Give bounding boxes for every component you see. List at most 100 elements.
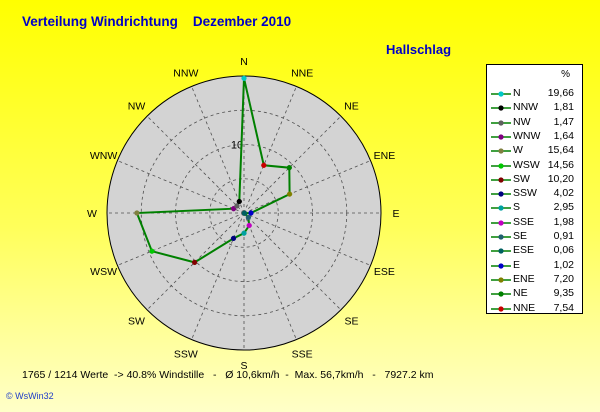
software-credit: © WsWin32	[6, 391, 54, 401]
legend-label: NNW	[513, 101, 539, 114]
legend-swatch	[491, 148, 511, 154]
legend-item: NNW 1,81	[487, 101, 582, 115]
data-point-wsw	[149, 248, 155, 254]
data-point-nne	[261, 162, 267, 168]
legend-unit: %	[561, 69, 570, 80]
spoke-nnw	[191, 86, 245, 214]
statistics-line: 1765 / 1214 Werte -> 40.8% Windstille - …	[22, 369, 434, 381]
compass-label-sse: SSE	[292, 348, 313, 360]
legend-item: ENE 7,20	[487, 273, 582, 287]
data-point-ssw	[230, 235, 237, 242]
legend-swatch	[491, 277, 511, 283]
legend-item: SSW 4,02	[487, 187, 582, 201]
legend-label: SSW	[513, 187, 537, 200]
spoke-sse	[243, 212, 297, 340]
legend-value: 1,98	[553, 215, 574, 228]
legend-label: N	[513, 87, 521, 99]
legend-item: S 2,95	[487, 201, 582, 215]
data-point-w	[134, 210, 140, 216]
data-point-s	[241, 230, 247, 236]
legend-item: SSE 1,98	[487, 216, 582, 230]
legend-swatch	[491, 119, 511, 126]
legend-swatch	[491, 305, 511, 312]
legend-item: NNE 7,54	[487, 302, 582, 316]
legend-label: W	[513, 144, 523, 157]
compass-label-ese: ESE	[374, 266, 395, 278]
compass-label-n: N	[240, 56, 248, 68]
compass-label-w: W	[87, 208, 97, 220]
legend-value: 1,64	[553, 129, 574, 142]
legend-label: WSW	[513, 158, 540, 171]
legend-label: E	[513, 258, 521, 271]
station-name: Hallschlag	[386, 42, 452, 57]
legend-item: W 15,64	[487, 144, 582, 158]
grid-ring-1	[209, 178, 279, 248]
data-point-ese	[241, 210, 248, 216]
legend-label: WNW	[513, 129, 541, 142]
compass-label-e: E	[392, 208, 399, 220]
data-point-ene	[286, 191, 293, 197]
compass-label-wsw: WSW	[90, 266, 117, 278]
legend-item: E 1,02	[487, 259, 582, 273]
legend-label: SE	[513, 230, 528, 242]
data-point-e	[248, 210, 254, 216]
legend-value: 0,91	[553, 230, 574, 242]
compass-label-wnw: WNW	[90, 150, 117, 162]
legend-swatch	[491, 234, 511, 240]
compass-label-ne: NE	[344, 101, 359, 113]
legend-value: 15,64	[547, 144, 574, 157]
data-point-nnw	[236, 198, 242, 205]
legend-value: 0,06	[553, 244, 574, 257]
spoke-ne	[243, 115, 342, 214]
legend-label: SSE	[513, 215, 535, 228]
legend-item: SW 10,20	[487, 173, 582, 187]
data-point-sse	[246, 222, 252, 229]
legend-label: ESE	[513, 244, 535, 257]
data-point-nw	[234, 203, 240, 209]
chart-title: Verteilung Windrichtung Dezember 2010	[22, 14, 292, 29]
spoke-wsw	[117, 212, 245, 266]
legend-label: S	[513, 201, 521, 214]
legend-item: N 19,66	[487, 87, 582, 101]
compass-label-s: S	[240, 360, 247, 372]
legend-swatch	[491, 105, 511, 111]
spoke-ssw	[191, 212, 245, 340]
legend-swatch	[491, 248, 511, 254]
legend-value: 10,20	[547, 172, 574, 185]
data-point-ne	[286, 165, 292, 171]
legend-label: NNE	[513, 301, 536, 314]
compass-label-sw: SW	[128, 315, 145, 327]
compass-label-nne: NNE	[291, 68, 313, 80]
legend-value: 7,54	[553, 301, 574, 314]
ring-label: 10	[231, 140, 243, 152]
legend-value: 1,47	[553, 115, 574, 128]
compass-label-ssw: SSW	[174, 348, 198, 360]
legend-item: ESE 0,06	[487, 244, 582, 258]
legend-swatch	[491, 191, 511, 197]
spoke-ese	[243, 212, 371, 266]
data-point-se	[245, 214, 252, 221]
legend-swatch	[491, 134, 511, 140]
legend-value: 1,81	[553, 101, 574, 114]
compass-label-se: SE	[344, 315, 358, 327]
spoke-nne	[243, 86, 297, 214]
legend-value: 7,20	[553, 272, 574, 285]
spoke-se	[243, 212, 342, 311]
compass-label-nnw: NNW	[173, 68, 198, 80]
spoke-nw	[146, 115, 245, 214]
legend-label: SW	[513, 172, 530, 185]
data-point-n	[241, 75, 247, 81]
legend-swatch	[491, 291, 511, 297]
spoke-ene	[243, 160, 371, 214]
compass-label-ene: ENE	[374, 150, 396, 162]
legend-item: SE 0,91	[487, 230, 582, 244]
legend-value: 14,56	[547, 158, 574, 171]
legend-label: NW	[513, 115, 531, 128]
legend-value: 19,66	[547, 87, 574, 99]
legend-swatch	[491, 162, 511, 169]
spoke-wnw	[117, 160, 245, 214]
legend-item: WNW 1,64	[487, 130, 582, 144]
legend-swatch	[491, 91, 511, 97]
legend-value: 2,95	[553, 201, 574, 214]
legend-swatch	[491, 262, 511, 269]
